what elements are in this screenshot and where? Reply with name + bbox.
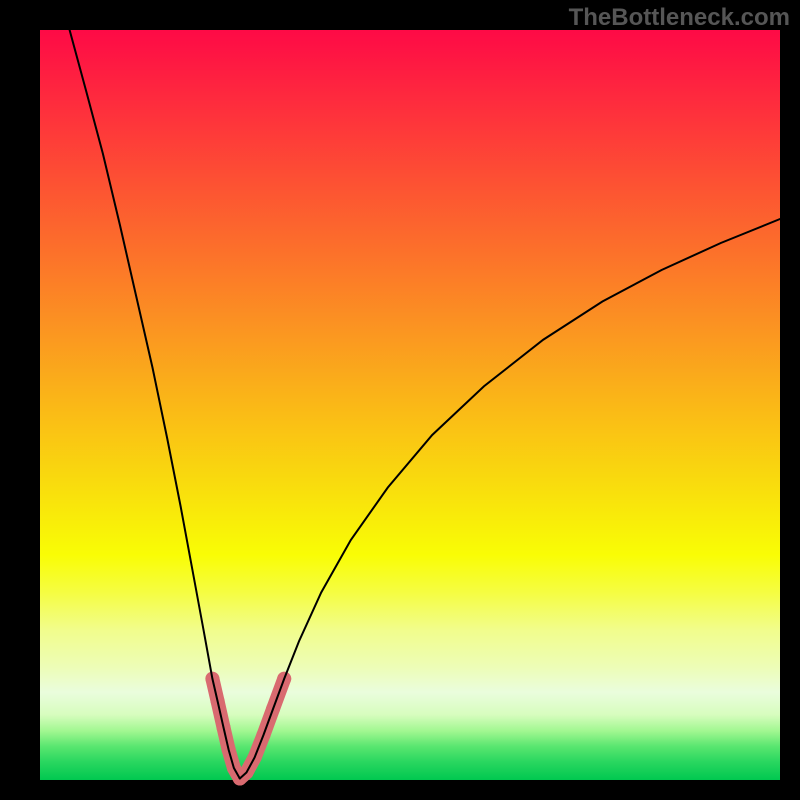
bottleneck-chart: [0, 0, 800, 800]
chart-root: { "meta": { "watermark": "TheBottleneck.…: [0, 0, 800, 800]
plot-background: [40, 30, 780, 780]
